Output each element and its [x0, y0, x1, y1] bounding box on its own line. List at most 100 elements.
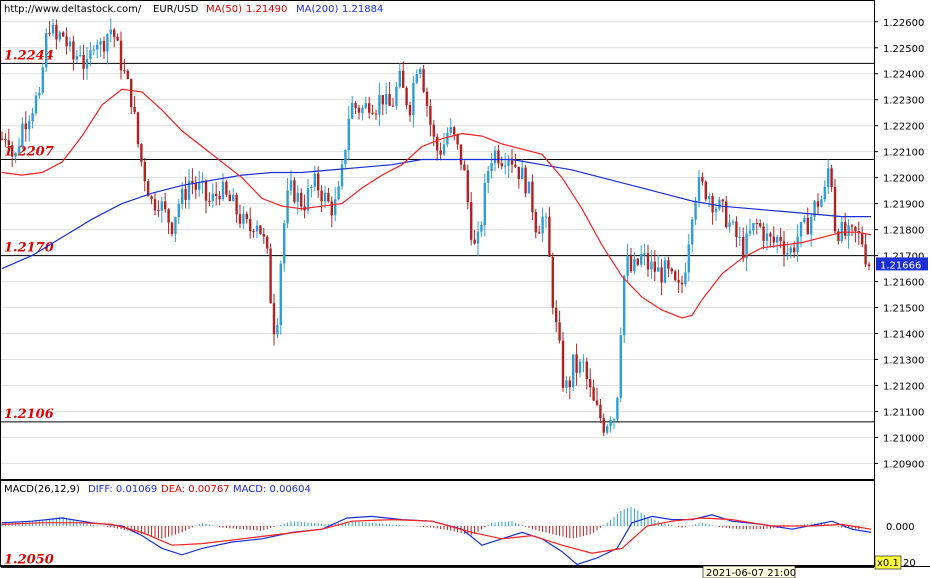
candle-body — [164, 201, 167, 210]
candle-body — [776, 236, 779, 243]
header-url[interactable]: http://www.deltastock.com/ — [4, 4, 142, 15]
candle-body — [646, 253, 650, 270]
candle-body — [92, 49, 95, 51]
candle-body — [640, 254, 643, 265]
candle-body — [133, 107, 136, 113]
candle-body — [456, 134, 459, 145]
candle-body — [170, 222, 174, 235]
candle-body — [595, 400, 599, 405]
candle-body — [0, 138, 4, 140]
candle-body — [405, 87, 408, 105]
candle-body — [561, 340, 565, 388]
candle-body — [466, 170, 469, 203]
zoom-button[interactable] — [874, 555, 902, 570]
candle-body — [242, 213, 245, 224]
candle-body — [289, 180, 293, 191]
candle-body — [453, 127, 456, 135]
candle-body — [327, 192, 330, 202]
price-tick-label: 1.22400 — [883, 70, 924, 81]
candle-body — [487, 171, 490, 183]
header-ma50-value: 1.21490 — [246, 4, 287, 15]
candle-body — [493, 150, 497, 164]
candle-body — [252, 231, 255, 233]
candle-body — [850, 225, 854, 227]
candle-body — [126, 70, 129, 79]
macd-diff-label: DIFF: 0.01069 — [88, 484, 157, 495]
candle-body — [837, 231, 840, 242]
candle-body — [276, 325, 279, 335]
candle-body — [844, 222, 847, 236]
candle-body — [769, 233, 772, 237]
candle-body — [779, 236, 782, 242]
candle-body — [221, 181, 225, 200]
candle-body — [198, 182, 201, 190]
candle-body — [41, 67, 44, 93]
candle-body — [419, 69, 422, 74]
candle-body — [432, 124, 435, 137]
candle-body — [796, 236, 799, 253]
candle-body — [14, 153, 17, 157]
zoom-label[interactable]: x0.1 — [877, 558, 899, 569]
candle-body — [337, 186, 340, 200]
candle-body — [119, 40, 123, 71]
candle-body — [313, 173, 316, 187]
candle-body — [79, 54, 82, 56]
candle-body — [500, 163, 503, 167]
candle-body — [476, 231, 480, 244]
macd-zero-label: 0.000 — [886, 522, 915, 533]
candle-body — [755, 222, 758, 224]
candle-body — [320, 190, 323, 202]
price-tick-label: 1.21300 — [883, 356, 924, 367]
candle-body — [439, 150, 442, 155]
candle-body — [473, 239, 476, 244]
candle-body — [793, 247, 796, 253]
candle-body — [827, 168, 830, 187]
candle-body — [266, 236, 269, 249]
candle-body — [157, 210, 160, 212]
candle-body — [296, 192, 299, 202]
candle-body — [504, 165, 507, 167]
candle-body — [670, 268, 673, 272]
candle-body — [667, 260, 670, 269]
candle-body — [538, 232, 541, 234]
candle-body — [867, 264, 871, 267]
price-tick-label: 1.22300 — [883, 96, 924, 107]
candle-body — [272, 303, 276, 335]
macd-title: MACD(26,12,9) — [4, 484, 80, 495]
candle-body — [789, 247, 792, 253]
candle-body — [140, 144, 143, 162]
candle-body — [470, 202, 473, 240]
candle-body — [813, 201, 816, 217]
candle-body — [748, 230, 752, 234]
candle-body — [323, 192, 327, 202]
candle-body — [361, 107, 364, 113]
macd-dea-label: DEA: 0.00767 — [161, 484, 230, 495]
candle-body — [306, 188, 310, 211]
candle-body — [544, 216, 548, 218]
candle-body — [388, 93, 391, 106]
candle-body — [803, 217, 806, 223]
candle-body — [830, 168, 833, 187]
candle-body — [48, 32, 51, 34]
candle-body — [116, 36, 119, 41]
candle-body — [150, 196, 153, 200]
candle-body — [17, 146, 21, 154]
level-label: 1.2170 — [4, 241, 54, 256]
candlestick-series — [0, 18, 871, 437]
candle-body — [606, 426, 609, 433]
candle-body — [762, 226, 765, 241]
price-tick-label: 1.22600 — [883, 18, 924, 29]
candle-body — [745, 233, 748, 259]
candle-body — [572, 354, 575, 388]
candle-body — [684, 272, 687, 285]
candle-body — [187, 180, 191, 200]
candle-body — [4, 138, 7, 141]
level-label: 1.2106 — [4, 407, 54, 422]
candle-body — [578, 361, 582, 373]
candle-body — [589, 379, 592, 388]
candle-body — [575, 354, 578, 373]
candle-body — [68, 41, 72, 47]
macd-value-label: MACD: 0.00604 — [233, 484, 311, 495]
header-ma50-label: MA(50) — [206, 4, 242, 15]
